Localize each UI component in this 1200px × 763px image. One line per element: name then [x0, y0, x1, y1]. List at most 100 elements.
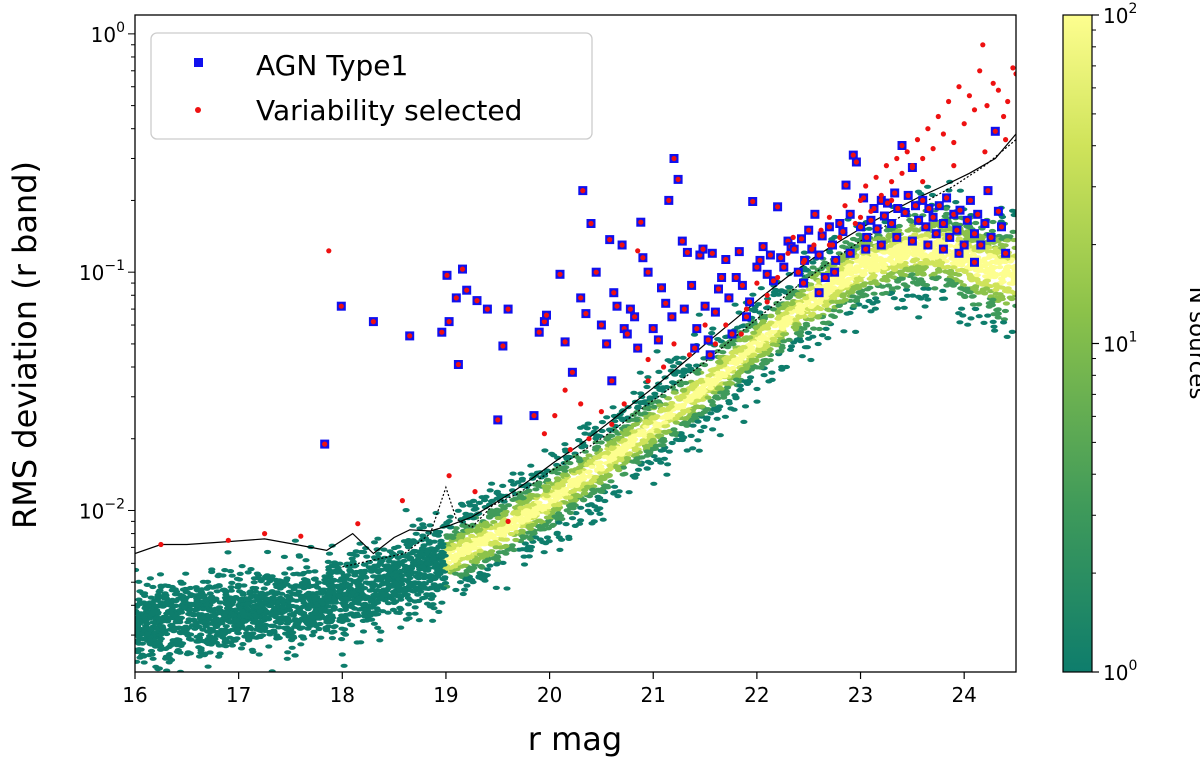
- density-cell: [328, 543, 336, 548]
- density-cell: [325, 551, 334, 556]
- density-cell: [665, 405, 673, 410]
- density-cell: [539, 540, 547, 545]
- density-cell: [730, 407, 738, 412]
- density-cell: [913, 250, 922, 255]
- density-cell: [374, 625, 382, 631]
- density-cell: [694, 438, 702, 443]
- density-cell: [697, 429, 705, 434]
- density-cell: [581, 449, 589, 454]
- density-cell: [838, 271, 846, 276]
- density-cell: [552, 491, 560, 496]
- density-cell: [378, 582, 386, 587]
- density-cell: [408, 588, 416, 594]
- density-cell: [298, 625, 307, 630]
- density-cell: [762, 350, 770, 355]
- density-cell: [680, 435, 688, 440]
- density-cell: [234, 630, 242, 636]
- density-cell: [353, 640, 361, 645]
- density-cell: [225, 604, 233, 609]
- density-cell: [769, 307, 777, 312]
- density-cell: [744, 322, 753, 327]
- density-cell: [797, 310, 805, 315]
- density-cell: [493, 523, 501, 528]
- density-cell: [346, 551, 354, 557]
- density-cell: [846, 263, 854, 268]
- density-cell: [1011, 263, 1016, 269]
- density-cell: [695, 393, 703, 398]
- density-cell: [798, 354, 806, 359]
- density-cell: [220, 613, 228, 618]
- density-cell: [424, 549, 432, 554]
- density-cell: [321, 595, 329, 600]
- density-cell: [942, 206, 950, 211]
- density-cell: [865, 226, 873, 231]
- density-cell: [736, 338, 744, 343]
- density-cell: [887, 290, 896, 296]
- density-cell: [439, 545, 447, 550]
- density-cell: [988, 228, 997, 234]
- density-cell: [456, 580, 465, 585]
- density-cell: [975, 314, 983, 319]
- density-cell: [674, 406, 682, 411]
- density-cell: [507, 478, 515, 484]
- density-cell: [714, 337, 722, 342]
- density-cell: [269, 612, 277, 617]
- density-cell: [399, 553, 407, 559]
- density-cell: [703, 415, 711, 420]
- density-cell: [206, 596, 214, 601]
- density-cell: [573, 487, 581, 492]
- density-cell: [283, 615, 291, 620]
- density-cell: [619, 465, 628, 470]
- density-cell: [999, 279, 1007, 284]
- density-cell: [800, 326, 808, 331]
- density-cell: [560, 465, 568, 470]
- density-cell: [843, 283, 851, 288]
- density-cell: [720, 393, 728, 398]
- density-cell: [181, 598, 189, 603]
- density-cell: [135, 618, 143, 623]
- density-cell: [817, 306, 825, 312]
- density-cell: [335, 589, 343, 594]
- density-cell: [656, 409, 665, 414]
- density-cell: [212, 623, 220, 628]
- density-cell: [527, 492, 535, 497]
- density-cell: [954, 258, 963, 263]
- density-cell: [504, 547, 512, 552]
- density-cell: [577, 518, 585, 523]
- density-cell: [452, 587, 460, 593]
- density-cell: [405, 543, 414, 548]
- density-cell: [933, 247, 941, 252]
- density-cell: [361, 610, 369, 616]
- density-cell: [761, 361, 769, 366]
- density-cell: [303, 592, 311, 597]
- density-cell: [373, 606, 381, 611]
- density-cell: [708, 331, 716, 336]
- density-cell: [865, 298, 873, 304]
- density-cell: [943, 283, 951, 288]
- density-cell: [224, 619, 232, 624]
- density-cell: [228, 643, 236, 648]
- density-cell: [250, 576, 258, 581]
- density-cell: [162, 646, 170, 652]
- density-cell: [880, 250, 888, 255]
- density-cell: [377, 560, 385, 565]
- density-cell: [143, 621, 151, 626]
- density-cell: [277, 620, 285, 626]
- density-cell: [520, 562, 529, 567]
- density-cell: [412, 531, 420, 536]
- density-cell: [155, 616, 163, 622]
- density-cell: [275, 635, 283, 641]
- density-cell: [486, 488, 494, 493]
- density-cell: [657, 433, 665, 438]
- density-cell: [884, 283, 893, 288]
- density-cell: [297, 642, 305, 647]
- density-cell: [362, 594, 370, 599]
- density-cell: [577, 505, 585, 510]
- density-cell: [725, 399, 733, 404]
- density-cell: [643, 466, 651, 471]
- density-cell: [426, 523, 434, 528]
- density-cell: [420, 576, 428, 581]
- density-cell: [830, 308, 838, 313]
- density-cell: [698, 380, 706, 385]
